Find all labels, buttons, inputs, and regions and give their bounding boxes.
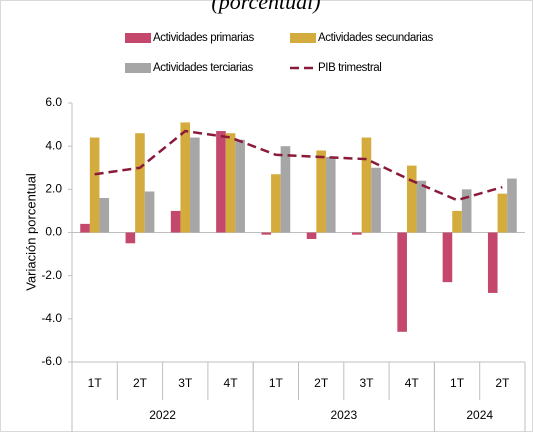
bar — [170, 210, 181, 233]
bar — [99, 197, 110, 233]
line — [94, 129, 503, 202]
legend-label: Actividades primarias — [153, 32, 255, 44]
x-tick-label: 1T — [269, 376, 284, 390]
bar — [180, 122, 191, 233]
bar — [361, 137, 372, 233]
legend-label: PIB trimestral — [318, 62, 381, 74]
bar — [442, 232, 453, 283]
y-tick-label: 6.0 — [45, 95, 62, 109]
group-label: 2023 — [330, 408, 357, 422]
x-tick-label: 2T — [133, 376, 148, 390]
bar — [280, 146, 291, 233]
y-tick-label: -2.0 — [41, 268, 62, 282]
group-label: 2024 — [466, 408, 493, 422]
bar — [371, 167, 381, 233]
bar — [235, 139, 245, 233]
x-tick-label: 4T — [224, 376, 239, 390]
bar — [461, 189, 472, 233]
legend-swatch — [125, 33, 151, 43]
bar — [487, 232, 498, 293]
bar — [190, 137, 200, 233]
bar — [316, 150, 326, 233]
x-tick-label: 4T — [405, 376, 420, 390]
bar — [89, 137, 100, 233]
bar — [306, 232, 317, 239]
legend-label: Actividades secundarias — [318, 32, 433, 44]
bar — [416, 180, 427, 233]
bar — [397, 232, 407, 332]
x-tick-label: 2T — [495, 376, 510, 390]
y-axis-label: Variación porcentual — [23, 173, 38, 291]
bar — [225, 133, 236, 233]
chart-subtitle: (porcentual) — [211, 0, 320, 14]
bar — [135, 133, 145, 233]
y-tick-label: 4.0 — [45, 138, 62, 152]
group-label: 2022 — [149, 408, 176, 422]
bar — [80, 223, 90, 233]
bar — [325, 156, 336, 233]
x-tick-label: 1T — [88, 376, 103, 390]
y-tick-label: -4.0 — [41, 311, 62, 325]
legend-swatch — [290, 33, 316, 43]
bar — [497, 193, 508, 233]
bar — [452, 210, 462, 233]
bar — [144, 191, 155, 233]
bar — [406, 165, 417, 233]
bar — [125, 232, 136, 244]
bar — [261, 232, 272, 235]
bar — [271, 174, 281, 233]
y-tick-label: 2.0 — [45, 182, 62, 196]
x-tick-label: 2T — [314, 376, 329, 390]
y-tick-label: -6.0 — [41, 354, 62, 368]
x-tick-label: 1T — [450, 376, 465, 390]
bar — [507, 178, 517, 233]
y-tick-label: 0.0 — [45, 225, 62, 239]
x-tick-label: 3T — [359, 376, 374, 390]
x-tick-label: 3T — [178, 376, 193, 390]
bar — [216, 131, 226, 233]
legend-swatch — [125, 63, 151, 73]
bar — [352, 232, 362, 235]
legend-label: Actividades terciarias — [153, 62, 254, 74]
